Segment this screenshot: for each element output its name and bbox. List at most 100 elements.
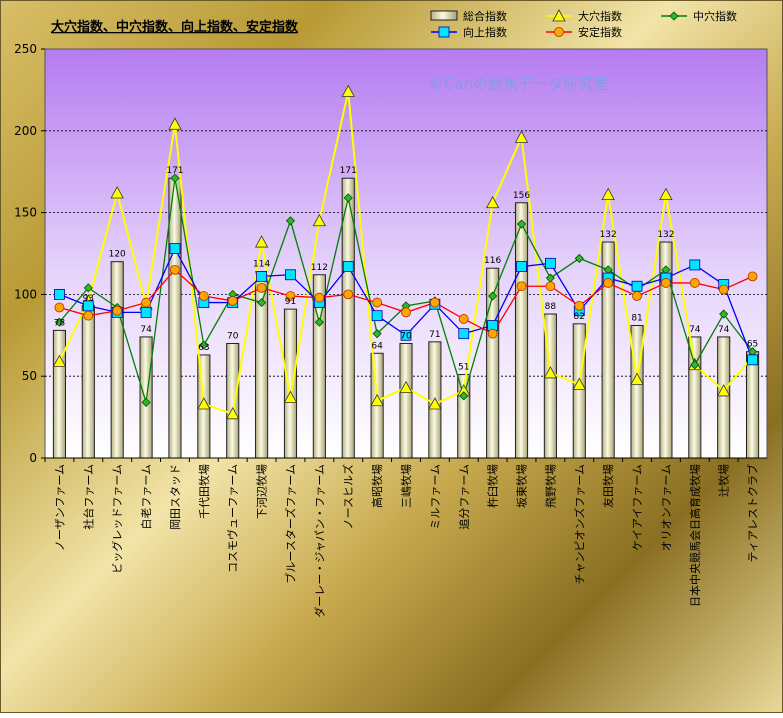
- bar-data-label: 78: [54, 318, 66, 328]
- bar: [52, 329, 67, 459]
- series-marker: [574, 253, 584, 263]
- legend-marker: [438, 26, 450, 38]
- bar-data-label: 71: [429, 330, 440, 340]
- bar: [226, 342, 240, 459]
- y-tick-label: 200: [14, 124, 37, 138]
- bar: [283, 308, 298, 459]
- bar-data-label: 70: [227, 331, 239, 341]
- series-marker: [399, 380, 413, 394]
- x-tick-label: 杵臼牧場: [486, 464, 500, 508]
- bar: [745, 351, 760, 459]
- x-tick-label: 坂東牧場: [515, 464, 529, 508]
- series-marker: [140, 306, 152, 318]
- series-marker: [285, 216, 296, 226]
- bar: [399, 342, 413, 459]
- bar-data-label: 88: [545, 302, 557, 312]
- bar-data-label: 70: [400, 331, 412, 341]
- series-marker: [717, 384, 731, 397]
- series-marker: [429, 297, 440, 308]
- series-marker: [400, 329, 412, 341]
- x-tick-label: 下河辺牧場: [255, 464, 269, 519]
- series-marker: [372, 297, 383, 308]
- series-marker: [54, 302, 65, 313]
- x-tick-label: ダーレー・ジャパン・ファーム: [312, 464, 326, 618]
- series-marker: [690, 360, 700, 370]
- series-marker: [572, 377, 586, 390]
- series-marker: [514, 130, 529, 143]
- series-marker: [52, 354, 67, 367]
- series-marker: [285, 291, 296, 301]
- series-marker: [83, 283, 93, 293]
- series-marker: [170, 173, 180, 183]
- series-marker: [485, 195, 500, 209]
- series-marker: [689, 278, 700, 288]
- bar-data-label: 74: [689, 325, 701, 335]
- legend-label: 向上指数: [463, 25, 507, 39]
- series-marker: [141, 397, 151, 407]
- legend-swatch: [430, 10, 458, 21]
- series-marker: [747, 271, 758, 282]
- bar-data-label: 171: [166, 166, 183, 176]
- series-marker: [719, 309, 729, 319]
- x-tick-label: ケイアイファーム: [631, 464, 644, 551]
- series-marker: [661, 278, 671, 288]
- series-marker: [285, 269, 296, 281]
- x-tick-label: ミルファーム: [429, 464, 442, 530]
- series-marker: [314, 292, 325, 303]
- series-marker: [170, 264, 180, 275]
- series-marker: [372, 329, 382, 339]
- x-tick-label: コスモヴューファーム: [226, 464, 240, 573]
- series-marker: [488, 291, 498, 301]
- series-marker: [718, 284, 729, 295]
- series-marker: [543, 366, 558, 379]
- bar-data-label: 82: [574, 312, 585, 322]
- series-marker: [198, 291, 209, 301]
- series-marker: [545, 257, 556, 269]
- x-tick-label: 岡田スタッド: [169, 464, 182, 530]
- x-tick-label: 白老ファーム: [139, 464, 153, 530]
- legend-marker: [669, 11, 679, 21]
- series-marker: [516, 261, 527, 272]
- x-tick-label: 飛野牧場: [543, 464, 557, 508]
- y-axis: 0 50 100 150 200 250: [14, 42, 45, 465]
- series-marker: [689, 259, 701, 271]
- series-marker: [343, 289, 354, 300]
- bar-data-label: 64: [371, 341, 383, 351]
- legend-marker: [554, 27, 564, 37]
- series-marker: [283, 390, 298, 403]
- series-marker: [257, 298, 267, 308]
- bar-data-label: 114: [253, 259, 270, 269]
- series-marker: [401, 307, 411, 318]
- bar-data-labels: 78 93 120 74 171 63 70 114 91 112 171 64 70 71 51 116 15…: [54, 166, 759, 372]
- series-marker: [341, 84, 355, 97]
- legend-label: 大穴指数: [578, 9, 622, 23]
- bar-data-label: 91: [285, 297, 296, 307]
- series-marker: [630, 372, 644, 385]
- x-tick-label: 千代田牧場: [197, 464, 211, 519]
- series-marker: [343, 193, 353, 203]
- series-marker: [458, 328, 470, 340]
- y-tick-label: 50: [22, 369, 37, 383]
- x-tick-label: 社台ファーム: [81, 464, 95, 530]
- series-marker: [545, 281, 556, 292]
- x-tick-label: 友田牧場: [601, 464, 615, 508]
- series-marker: [168, 117, 182, 130]
- series-marker: [459, 391, 469, 401]
- x-tick-label: オリオンファーム: [660, 464, 673, 551]
- bar-data-label: 132: [600, 230, 617, 240]
- bar-data-label: 112: [311, 263, 328, 273]
- x-tick-label: ノースヒルズ: [341, 464, 355, 529]
- legend-marker: [552, 9, 566, 22]
- x-tick-label: ブルースターズファーム: [283, 464, 297, 584]
- chart-title: 大穴指数、中穴指数、向上指数、安定指数: [51, 19, 299, 35]
- bar-data-label: 156: [513, 191, 530, 201]
- bar-data-label: 132: [657, 230, 674, 240]
- series-marker: [631, 280, 643, 292]
- x-tick-label: 高昭牧場: [370, 464, 384, 508]
- series-marker: [54, 317, 65, 327]
- series-marker: [83, 310, 94, 321]
- series-marker: [54, 288, 65, 300]
- y-tick-label: 150: [14, 206, 37, 220]
